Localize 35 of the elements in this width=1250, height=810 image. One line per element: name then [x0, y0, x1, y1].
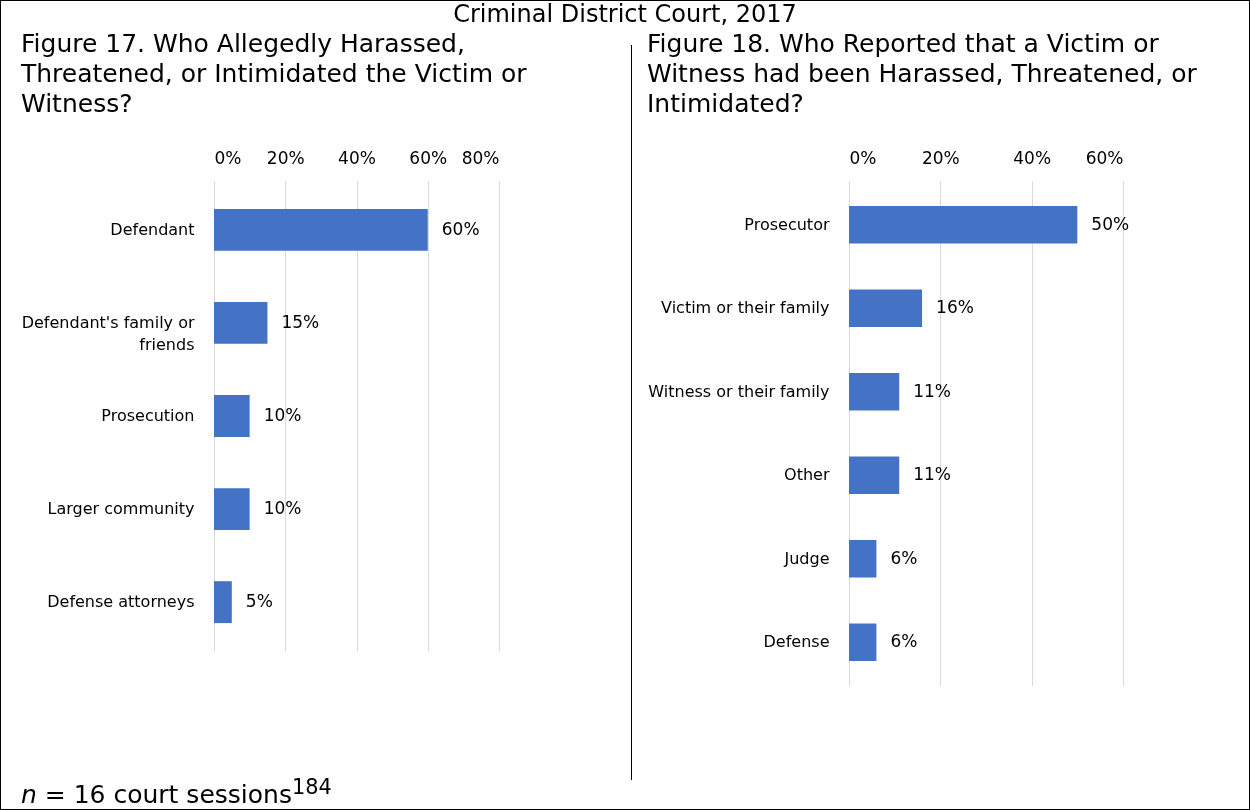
y-tick-label: Defense attorneys	[47, 592, 195, 612]
data-label: 11%	[913, 464, 952, 485]
data-label: 16%	[936, 297, 974, 318]
data-label: 6%	[890, 631, 918, 652]
text: Criminal District Court, 2017	[452, 0, 798, 28]
y-tick-label: Defendant's family or friends	[21, 312, 195, 354]
x-tick-label: 80%	[461, 147, 500, 168]
data-label: 10%	[263, 405, 302, 425]
y-tick-label: Larger community	[47, 499, 195, 519]
data-label: 5%	[245, 591, 273, 612]
x-tick-label: 40%	[1013, 147, 1052, 168]
chart-subtitle: Figure 17. Who Allegedly Harassed, Threatened, or Intimidated the Victim or Witness?	[21, 29, 528, 119]
y-tick-label: Prosecutor	[744, 214, 830, 234]
x-tick-label: 20%	[266, 147, 305, 168]
y-tick-label: Prosecution	[101, 406, 195, 425]
x-tick-label: 20%	[921, 147, 960, 168]
y-tick-label: Defendant	[110, 219, 195, 239]
data-label: 60%	[441, 218, 480, 239]
x-tick-label: 60%	[409, 147, 448, 168]
y-tick-label: Witness or their family	[648, 381, 830, 401]
y-tick-label: Victim or their family	[661, 298, 830, 318]
x-tick-label: 40%	[338, 147, 376, 168]
y-tick-label: Judge	[783, 548, 830, 568]
data-label: 10%	[263, 498, 302, 519]
x-tick-label: 0%	[849, 147, 877, 168]
y-tick-label: Defense	[763, 632, 830, 652]
data-label: 15%	[281, 311, 320, 332]
chart-title: Figure 18. Who Reported that a Victim or Witness had been Harassed, Threatened, or Intimidated?	[647, 29, 1198, 119]
data-label: 6%	[890, 547, 918, 568]
text: n = 16 court sessions$^{184}$	[21, 774, 332, 809]
data-label: 11%	[913, 380, 952, 401]
x-tick-label: 0%	[214, 147, 242, 168]
x-tick-label: 60%	[1085, 147, 1124, 168]
y-tick-label: Other	[784, 465, 830, 485]
data-label: 50%	[1091, 213, 1130, 234]
